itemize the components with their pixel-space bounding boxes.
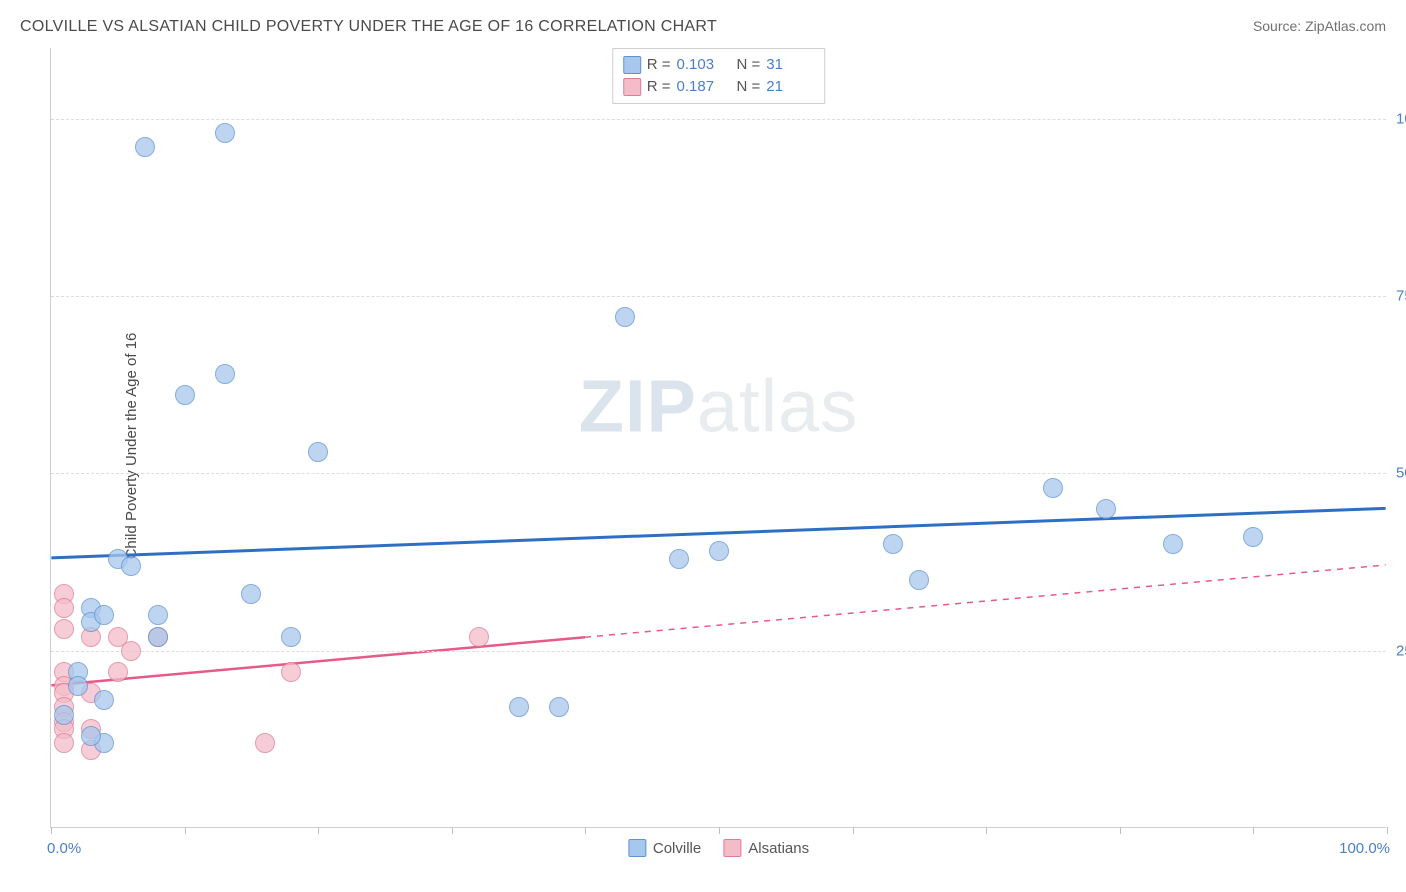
data-point	[81, 726, 101, 746]
source-label: Source:	[1253, 18, 1301, 34]
series-legend-item: Colville	[628, 839, 701, 857]
data-point	[909, 570, 929, 590]
stats-legend-row: R = 0.187 N = 21	[623, 76, 815, 98]
r-value: 0.103	[677, 54, 725, 76]
stats-legend: R = 0.103 N = 31 R = 0.187 N = 21	[612, 48, 826, 104]
x-tick	[986, 827, 987, 834]
source-name: ZipAtlas.com	[1305, 18, 1386, 34]
data-point	[135, 137, 155, 157]
gridline-h	[51, 119, 1386, 120]
n-value: 31	[766, 54, 814, 76]
r-value: 0.187	[677, 76, 725, 98]
legend-swatch-colville	[628, 839, 646, 857]
x-tick	[452, 827, 453, 834]
series-legend: Colville Alsatians	[628, 839, 809, 857]
trend-lines-layer	[51, 48, 1386, 827]
data-point	[615, 307, 635, 327]
y-tick-label: 25.0%	[1388, 642, 1406, 659]
data-point	[54, 733, 74, 753]
series-legend-item: Alsatians	[723, 839, 809, 857]
x-axis-max-label: 100.0%	[1339, 840, 1390, 857]
legend-swatch-alsatians	[723, 839, 741, 857]
chart-title: COLVILLE VS ALSATIAN CHILD POVERTY UNDER…	[20, 18, 717, 36]
data-point	[94, 605, 114, 625]
data-point	[469, 627, 489, 647]
x-axis-min-label: 0.0%	[47, 840, 81, 857]
data-point	[709, 541, 729, 561]
data-point	[121, 641, 141, 661]
data-point	[883, 534, 903, 554]
data-point	[669, 549, 689, 569]
data-point	[175, 385, 195, 405]
data-point	[281, 662, 301, 682]
data-point	[215, 364, 235, 384]
data-point	[1096, 499, 1116, 519]
x-tick	[1120, 827, 1121, 834]
x-tick	[185, 827, 186, 834]
data-point	[549, 697, 569, 717]
data-point	[121, 556, 141, 576]
n-value: 21	[766, 76, 814, 98]
plot-area: ZIPatlas R = 0.103 N = 31 R = 0.187 N = …	[50, 48, 1386, 828]
legend-swatch-colville	[623, 56, 641, 74]
legend-label: Colville	[653, 840, 701, 857]
data-point	[108, 662, 128, 682]
data-point	[148, 627, 168, 647]
data-point	[1163, 534, 1183, 554]
data-point	[308, 442, 328, 462]
data-point	[54, 619, 74, 639]
y-tick-label: 50.0%	[1388, 465, 1406, 482]
data-point	[215, 123, 235, 143]
data-point	[148, 605, 168, 625]
n-label: N =	[737, 54, 761, 76]
x-tick	[585, 827, 586, 834]
x-tick	[51, 827, 52, 834]
gridline-h	[51, 651, 1386, 652]
data-point	[255, 733, 275, 753]
x-tick	[1253, 827, 1254, 834]
data-point	[241, 584, 261, 604]
r-label: R =	[647, 54, 671, 76]
gridline-h	[51, 296, 1386, 297]
data-point	[94, 690, 114, 710]
legend-label: Alsatians	[748, 840, 809, 857]
x-tick	[719, 827, 720, 834]
legend-swatch-alsatians	[623, 78, 641, 96]
x-tick	[318, 827, 319, 834]
y-tick-label: 100.0%	[1388, 110, 1406, 127]
data-point	[54, 598, 74, 618]
y-tick-label: 75.0%	[1388, 288, 1406, 305]
watermark-atlas: atlas	[697, 365, 858, 448]
n-label: N =	[737, 76, 761, 98]
data-point	[1043, 478, 1063, 498]
source-attribution: Source: ZipAtlas.com	[1253, 18, 1386, 34]
x-tick	[1387, 827, 1388, 834]
data-point	[54, 705, 74, 725]
chart-container: COLVILLE VS ALSATIAN CHILD POVERTY UNDER…	[0, 0, 1406, 892]
x-tick	[853, 827, 854, 834]
trend-line-dashed	[585, 565, 1386, 637]
data-point	[509, 697, 529, 717]
data-point	[1243, 527, 1263, 547]
stats-legend-row: R = 0.103 N = 31	[623, 54, 815, 76]
watermark-zip: ZIP	[579, 365, 697, 448]
gridline-h	[51, 473, 1386, 474]
watermark: ZIPatlas	[579, 364, 858, 449]
r-label: R =	[647, 76, 671, 98]
data-point	[68, 676, 88, 696]
data-point	[281, 627, 301, 647]
